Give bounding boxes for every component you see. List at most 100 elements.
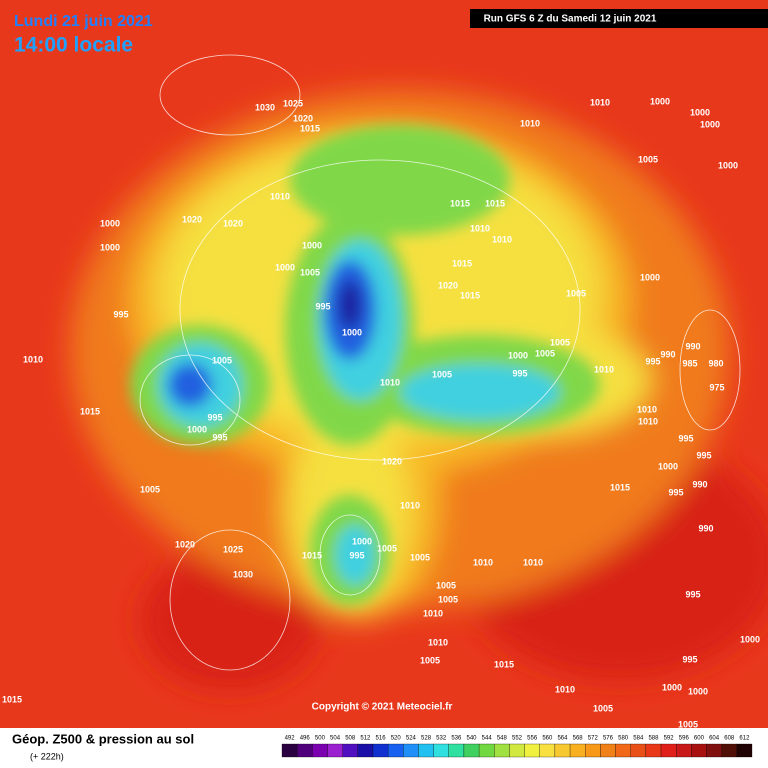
run-box xyxy=(470,9,768,28)
scale-label: 580 xyxy=(618,736,629,742)
isobar-label: 995 xyxy=(349,550,364,560)
scale-label: 548 xyxy=(497,736,508,742)
isobar-label: 1025 xyxy=(283,98,303,108)
isobar-label: 1015 xyxy=(452,258,472,268)
scale-swatch xyxy=(569,743,586,758)
scale-swatch xyxy=(372,743,389,758)
scale-swatch xyxy=(418,743,434,758)
isobar-label: 1010 xyxy=(400,500,420,510)
isobar-label: 990 xyxy=(698,523,713,533)
run: Run GFS 6 Z du Samedi 12 juin 2021 xyxy=(484,14,657,25)
isobar xyxy=(319,514,381,596)
isobar-label: 1020 xyxy=(182,214,202,224)
isobar-label: 1010 xyxy=(492,234,512,244)
scale-swatch xyxy=(615,743,631,758)
isobar-label: 1000 xyxy=(508,350,528,360)
isobar-label: 1020 xyxy=(175,539,195,549)
isobar-label: 1010 xyxy=(637,404,657,414)
isobar xyxy=(139,354,241,446)
isobar-label: 1005 xyxy=(410,552,430,562)
scale-swatch xyxy=(585,743,601,758)
isobar-label: 1010 xyxy=(270,191,290,201)
scale-label: 508 xyxy=(345,736,356,742)
isobar-label: 1015 xyxy=(494,659,514,669)
footer-title: Géop. Z500 & pression au sol xyxy=(12,731,194,746)
scale-swatch xyxy=(448,743,465,758)
isobar-label: 1010 xyxy=(523,557,543,567)
scale-label: 540 xyxy=(467,736,478,742)
isobar-label: 1000 xyxy=(342,327,362,337)
isobar-label: 1005 xyxy=(377,543,397,553)
scale-label: 504 xyxy=(330,736,341,742)
isobar-label: 1005 xyxy=(438,594,458,604)
field-area xyxy=(335,525,375,585)
scale-label: 588 xyxy=(648,736,659,742)
isobar-label: 1000 xyxy=(700,119,720,129)
scale-swatch xyxy=(691,743,707,758)
time: 14:00 locale xyxy=(14,34,133,57)
field xyxy=(0,0,768,728)
isobar-label: 1000 xyxy=(690,107,710,117)
isobar-label: 995 xyxy=(696,450,711,460)
scale-label: 564 xyxy=(557,736,568,742)
scale-swatch xyxy=(721,743,737,758)
scale-label: 552 xyxy=(512,736,523,742)
isobar xyxy=(179,159,581,461)
scale-swatch xyxy=(524,743,540,758)
isobar-label: 1000 xyxy=(650,96,670,106)
field-area xyxy=(338,280,362,330)
isobar-label: 1010 xyxy=(590,97,610,107)
field-area xyxy=(290,125,510,235)
isobar-label: 1005 xyxy=(436,580,456,590)
isobar-label: 1010 xyxy=(423,608,443,618)
scale-label: 536 xyxy=(451,736,462,742)
scale-label: 528 xyxy=(421,736,432,742)
scale-label: 568 xyxy=(573,736,584,742)
isobar xyxy=(159,54,301,136)
isobar-label: 1015 xyxy=(485,198,505,208)
scale-swatch xyxy=(387,743,404,758)
isobar-label: 995 xyxy=(645,356,660,366)
isobar-label: 1005 xyxy=(140,484,160,494)
isobar-label: 995 xyxy=(678,433,693,443)
isobar-label: 1000 xyxy=(718,160,738,170)
isobar-label: 1010 xyxy=(638,416,658,426)
isobar-label: 1030 xyxy=(255,102,275,112)
isobar-label: 1000 xyxy=(658,461,678,471)
isobar-label: 1005 xyxy=(638,154,658,164)
scale-label: 512 xyxy=(360,736,371,742)
isobar-label: 995 xyxy=(113,309,128,319)
isobar-label: 1010 xyxy=(23,354,43,364)
isobar-label: 990 xyxy=(685,341,700,351)
isobar-label: 1005 xyxy=(535,348,555,358)
isobar-label: 1005 xyxy=(212,355,232,365)
scale-swatch xyxy=(706,743,722,758)
scale-swatch xyxy=(478,743,495,758)
isobar-label: 1020 xyxy=(382,456,402,466)
isobar-label: 1015 xyxy=(610,482,630,492)
scale-swatch xyxy=(676,743,692,758)
isobar-label: 1005 xyxy=(300,267,320,277)
isobar-label: 980 xyxy=(708,358,723,368)
scale-label: 500 xyxy=(315,736,326,742)
scale-label: 492 xyxy=(285,736,296,742)
isobar-label: 1015 xyxy=(302,550,322,560)
isobar-label: 1005 xyxy=(593,703,613,713)
isobar-label: 1005 xyxy=(432,369,452,379)
scale-swatch xyxy=(645,743,662,758)
isobar-label: 1010 xyxy=(555,684,575,694)
scale-swatch xyxy=(403,743,419,758)
isobar-label: 1000 xyxy=(740,634,760,644)
isobar-label: 1010 xyxy=(470,223,490,233)
scale-swatch xyxy=(494,743,510,758)
scale-swatch xyxy=(539,743,556,758)
isobar-label: 1020 xyxy=(438,280,458,290)
scale-swatch xyxy=(357,743,374,758)
scale-label: 524 xyxy=(406,736,417,742)
isobar-label: 1010 xyxy=(428,637,448,647)
isobar-label: 985 xyxy=(682,358,697,368)
isobar-label: 1010 xyxy=(380,377,400,387)
scale-label: 544 xyxy=(482,736,493,742)
isobar-label: 995 xyxy=(668,487,683,497)
scale-label: 576 xyxy=(603,736,614,742)
